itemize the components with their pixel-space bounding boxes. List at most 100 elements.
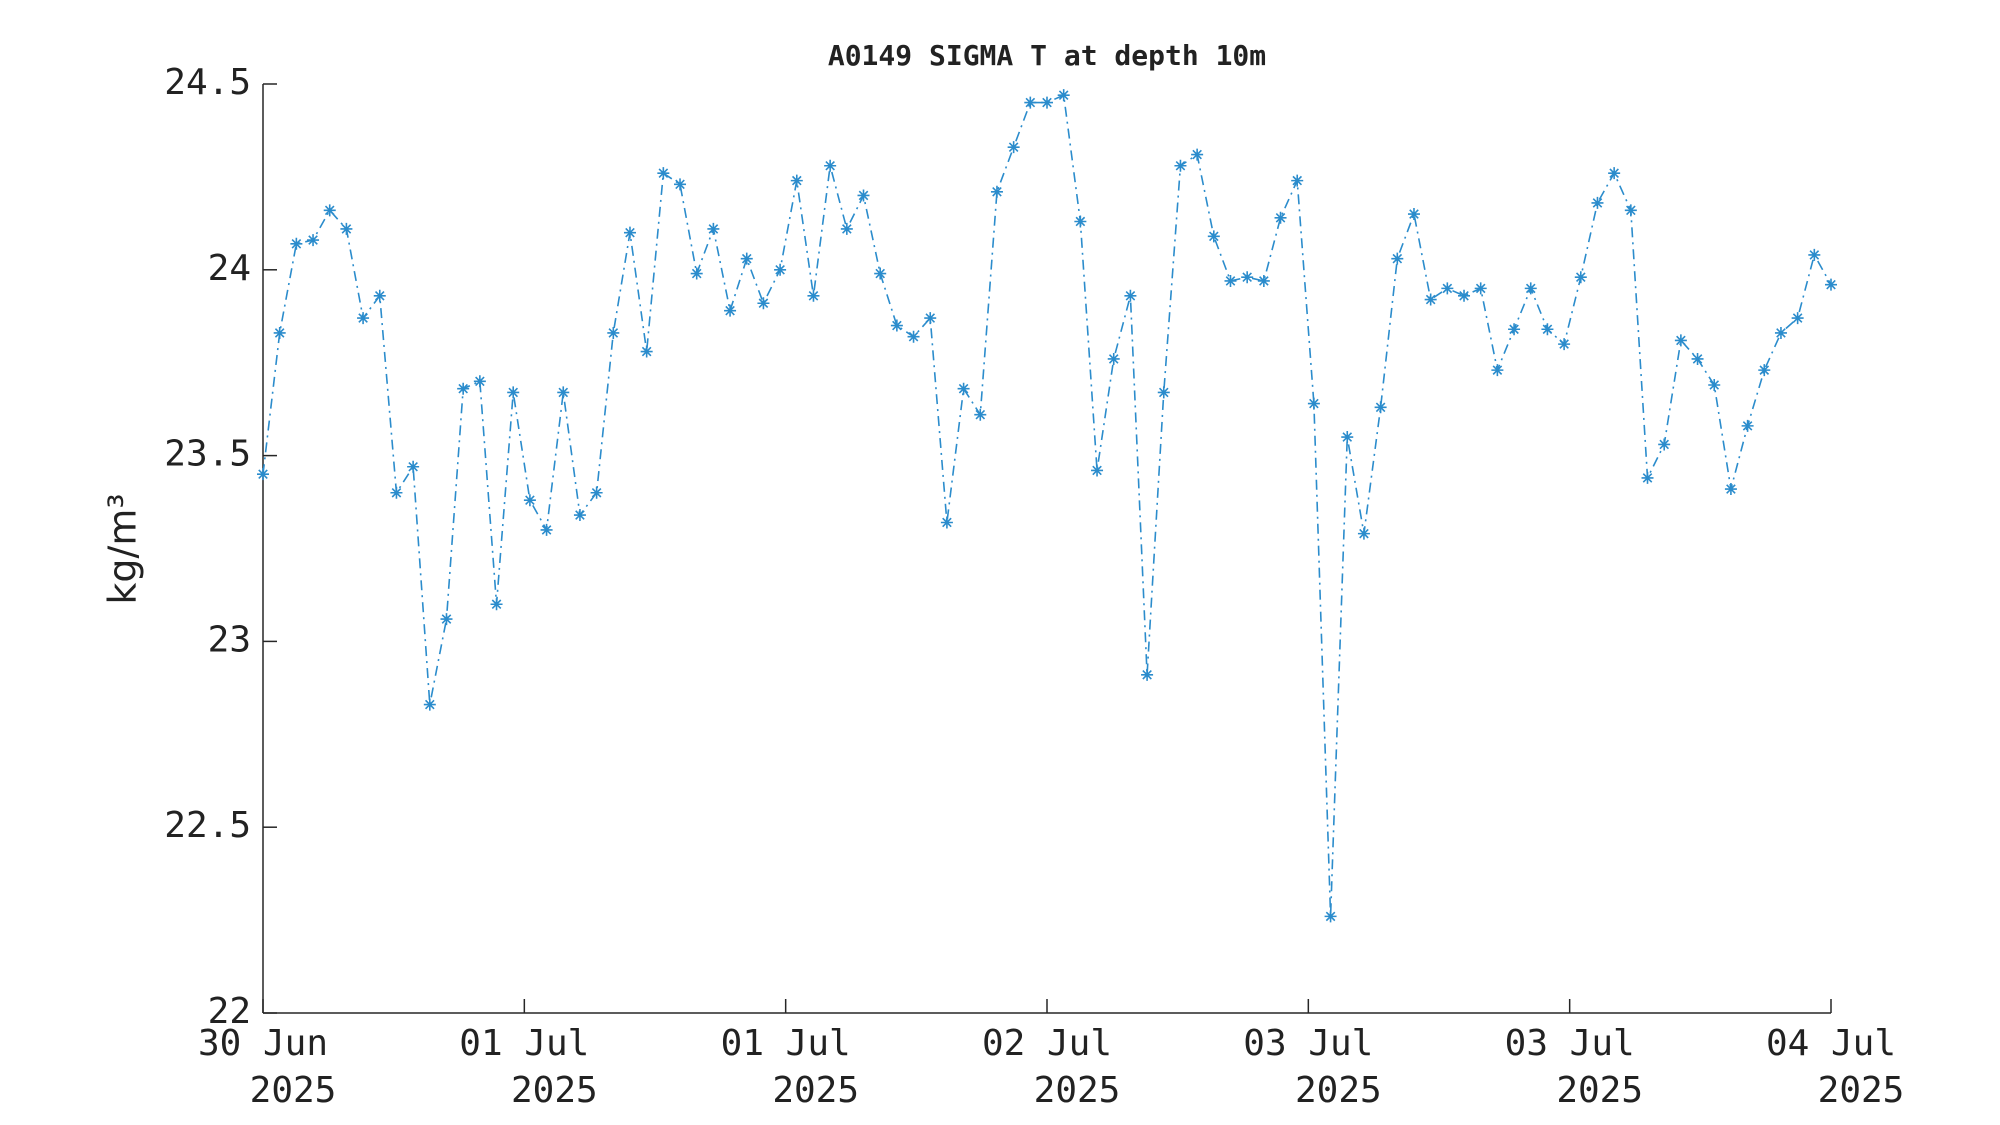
data-point — [774, 263, 787, 276]
data-point — [1024, 96, 1037, 109]
data-point — [1091, 464, 1104, 477]
data-point — [974, 408, 987, 421]
data-point — [1674, 334, 1687, 347]
data-point — [740, 252, 753, 265]
data-point — [1374, 401, 1387, 414]
data-point — [1825, 278, 1837, 291]
data-point — [1441, 282, 1454, 295]
x-tick-label: 01 Jul — [721, 1023, 851, 1064]
data-point — [757, 297, 770, 310]
data-point — [357, 312, 370, 325]
x-tick-label: 03 Jul — [1243, 1023, 1373, 1064]
data-point — [1341, 431, 1354, 444]
data-point — [640, 345, 653, 358]
data-point — [290, 237, 303, 250]
data-point — [1141, 668, 1154, 681]
data-point — [1524, 282, 1537, 295]
data-point — [690, 267, 703, 280]
data-point — [540, 523, 553, 536]
data-point — [1724, 483, 1737, 496]
x-tick-label: 30 Jun — [198, 1023, 328, 1064]
x-tick-label: 2025 — [1034, 1070, 1121, 1111]
x-tick-label: 04 Jul — [1766, 1023, 1896, 1064]
data-point — [590, 486, 603, 499]
data-point — [1741, 419, 1754, 432]
data-point — [1274, 211, 1287, 224]
data-point — [323, 204, 336, 217]
data-point — [907, 330, 920, 343]
data-point — [1641, 471, 1654, 484]
y-tick-label: 23 — [208, 619, 251, 660]
x-tick-label: 01 Jul — [459, 1023, 589, 1064]
data-point — [1124, 289, 1137, 302]
data-point — [1157, 386, 1170, 399]
data-point — [1558, 338, 1571, 351]
data-point — [857, 189, 870, 202]
data-point — [657, 167, 670, 180]
data-point — [724, 304, 737, 317]
data-point — [440, 613, 453, 626]
x-tick-label: 2025 — [250, 1070, 337, 1111]
data-point — [557, 386, 570, 399]
data-point — [807, 289, 820, 302]
data-point — [890, 319, 903, 332]
y-tick-label: 24 — [208, 248, 251, 289]
x-tick-label: 2025 — [511, 1070, 598, 1111]
data-point — [273, 326, 286, 339]
data-point — [1057, 89, 1070, 102]
data-point — [940, 516, 953, 529]
data-point — [1257, 274, 1270, 287]
data-point — [707, 222, 720, 235]
data-point — [1007, 141, 1020, 154]
y-tick-label: 22 — [208, 991, 251, 1032]
data-point — [507, 386, 520, 399]
data-point — [924, 312, 937, 325]
data-point — [1224, 274, 1237, 287]
x-tick-label: 2025 — [772, 1070, 859, 1111]
data-point — [1107, 352, 1120, 365]
data-point — [457, 382, 470, 395]
data-point — [490, 598, 503, 611]
y-tick-label: 22.5 — [164, 805, 251, 846]
data-point — [1808, 248, 1821, 261]
data-point — [957, 382, 970, 395]
y-tick-label: 23.5 — [164, 434, 251, 475]
data-point — [840, 222, 853, 235]
data-point — [1691, 352, 1704, 365]
data-point — [523, 494, 536, 507]
x-tick-label: 03 Jul — [1505, 1023, 1635, 1064]
data-point — [1474, 282, 1487, 295]
data-point — [1207, 230, 1220, 243]
data-point — [1591, 196, 1604, 209]
data-point — [874, 267, 887, 280]
data-point — [1424, 293, 1437, 306]
data-line — [262, 93, 1832, 917]
data-point — [1758, 364, 1771, 377]
data-point — [423, 698, 436, 711]
data-point — [824, 159, 837, 172]
data-point — [623, 226, 636, 239]
data-point — [407, 460, 420, 473]
data-point — [790, 174, 803, 187]
data-point — [1357, 527, 1370, 540]
data-point — [1774, 326, 1787, 339]
data-point — [473, 375, 486, 388]
y-tick-label: 24.5 — [164, 62, 251, 103]
data-point — [1491, 364, 1504, 377]
x-tick-label: 02 Jul — [982, 1023, 1112, 1064]
data-point — [674, 178, 687, 191]
chart-title: A0149 SIGMA T at depth 10m — [828, 39, 1266, 72]
data-point — [307, 234, 320, 247]
y-axis-label: kg/m³ — [101, 493, 145, 604]
x-tick-label: 2025 — [1818, 1070, 1905, 1111]
data-point — [340, 222, 353, 235]
data-point — [1791, 312, 1804, 325]
data-point — [390, 486, 403, 499]
data-point — [1291, 174, 1304, 187]
data-point — [573, 509, 586, 522]
data-point — [1624, 204, 1637, 217]
data-point — [1174, 159, 1187, 172]
data-point — [990, 185, 1003, 198]
